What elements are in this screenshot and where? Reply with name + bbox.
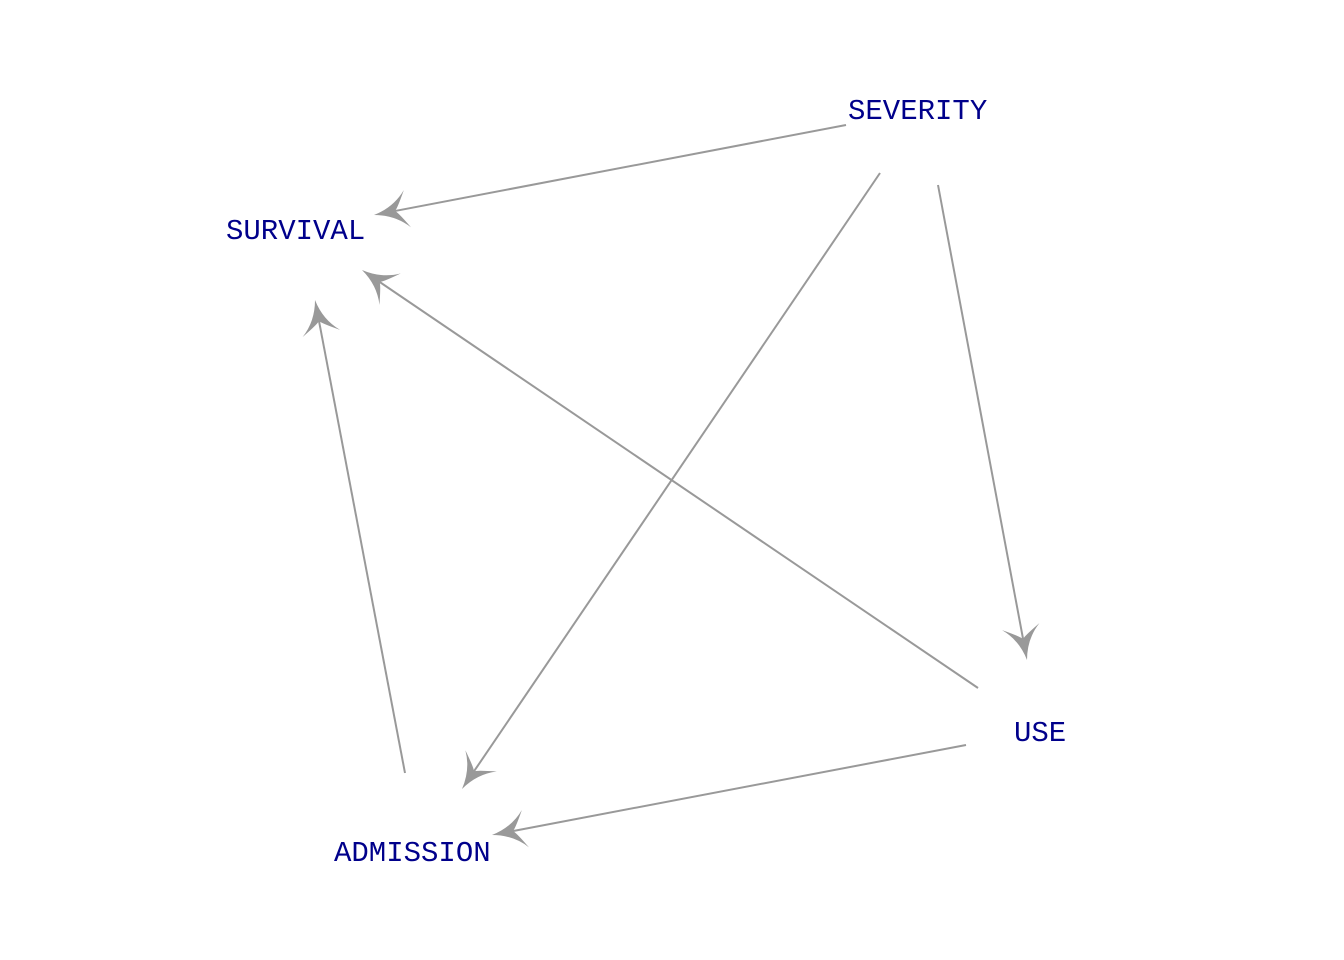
arrowhead-severity-to-admission xyxy=(462,750,497,789)
arrowhead-use-to-survival xyxy=(362,270,401,305)
edge-admission-to-survival xyxy=(317,320,406,774)
arrowhead-severity-to-survival xyxy=(374,189,411,228)
edges-layer xyxy=(302,124,1040,848)
node-admission-label: ADMISSION xyxy=(334,837,491,870)
arrowhead-use-to-admission xyxy=(492,809,529,848)
arrowhead-severity-to-use xyxy=(1002,623,1040,660)
edge-use-to-admission xyxy=(512,744,967,833)
edge-use-to-survival xyxy=(378,280,979,689)
node-severity-label: SEVERITY xyxy=(848,95,987,128)
node-use-label: USE xyxy=(1014,717,1066,750)
nodes-layer: SEVERITY SURVIVAL USE ADMISSION xyxy=(226,95,1066,870)
edge-severity-to-use xyxy=(937,184,1025,640)
edge-severity-to-survival xyxy=(394,124,847,213)
node-survival-label: SURVIVAL xyxy=(226,215,365,248)
arrowhead-admission-to-survival xyxy=(302,300,341,337)
edge-severity-to-admission xyxy=(472,172,881,773)
